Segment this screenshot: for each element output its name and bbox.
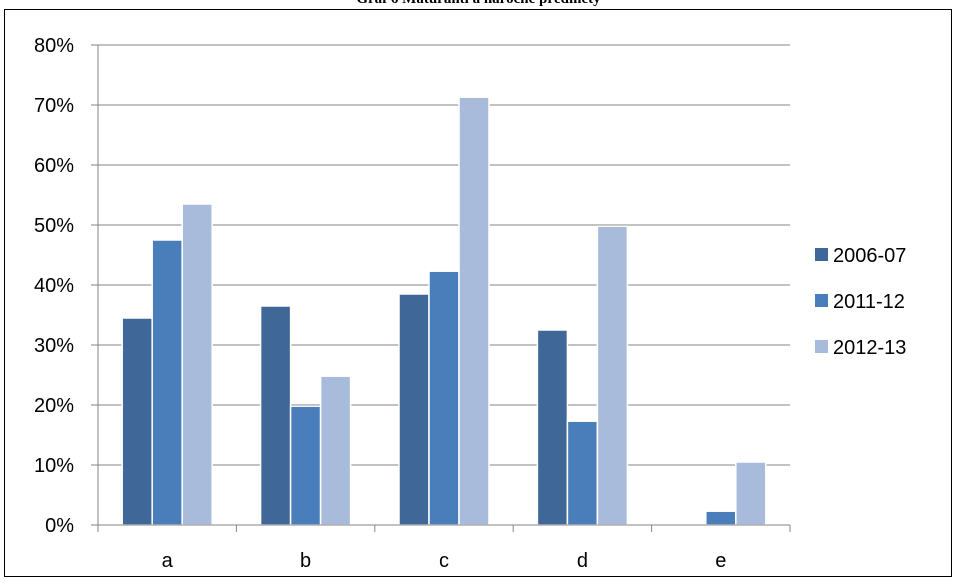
y-tick-labels: 0% 10% 20% 30% 40% 50% 60% 70% 80% (34, 35, 74, 537)
bar-2006-07-a (121, 317, 153, 526)
bar-2006-07-c (398, 293, 430, 526)
chart-frame (4, 9, 952, 577)
x-tick-label: a (162, 550, 174, 572)
legend-swatch (815, 294, 828, 307)
x-tick-label: b (300, 550, 311, 572)
bar-2011-12-c (428, 270, 460, 526)
y-tick-label: 70% (34, 95, 74, 117)
bar-2012-13-e (735, 461, 767, 526)
bar-2012-13-b (319, 375, 352, 526)
y-tick-label: 50% (34, 215, 74, 237)
x-tick-labels: a b c d e (162, 550, 727, 572)
bar-2012-13-d (596, 225, 629, 526)
legend: 2006-07 2011-12 2012-13 (815, 245, 906, 359)
bar-2006-07-d (536, 329, 569, 526)
bar-2011-12-b (289, 405, 322, 526)
y-tick-label: 80% (34, 35, 74, 57)
legend-swatch (815, 248, 828, 261)
y-tick-label: 0% (45, 515, 74, 537)
bar-2012-13-c (458, 96, 490, 526)
y-tick-label: 20% (34, 395, 74, 417)
legend-label: 2011-12 (833, 291, 905, 313)
x-tick-label: d (577, 550, 588, 572)
x-tick-label: c (439, 550, 449, 572)
chart-title: Graf 6 Maturanti a náročné předmety (0, 0, 957, 8)
bar-2011-12-d (566, 420, 599, 526)
legend-label: 2006-07 (833, 245, 906, 267)
y-tick-label: 60% (34, 155, 74, 177)
x-tick-label: e (715, 550, 726, 572)
y-tick-label: 40% (34, 275, 74, 297)
bar-2006-07-b (259, 305, 292, 526)
bar-2011-12-a (151, 239, 183, 526)
legend-swatch (815, 340, 828, 353)
y-tick-label: 10% (34, 455, 74, 477)
legend-label: 2012-13 (833, 337, 906, 359)
bar-2012-13-a (181, 203, 213, 526)
y-tick-label: 30% (34, 335, 74, 357)
bar-2011-12-e (705, 510, 737, 526)
axes (97, 45, 791, 532)
bars (121, 96, 767, 526)
